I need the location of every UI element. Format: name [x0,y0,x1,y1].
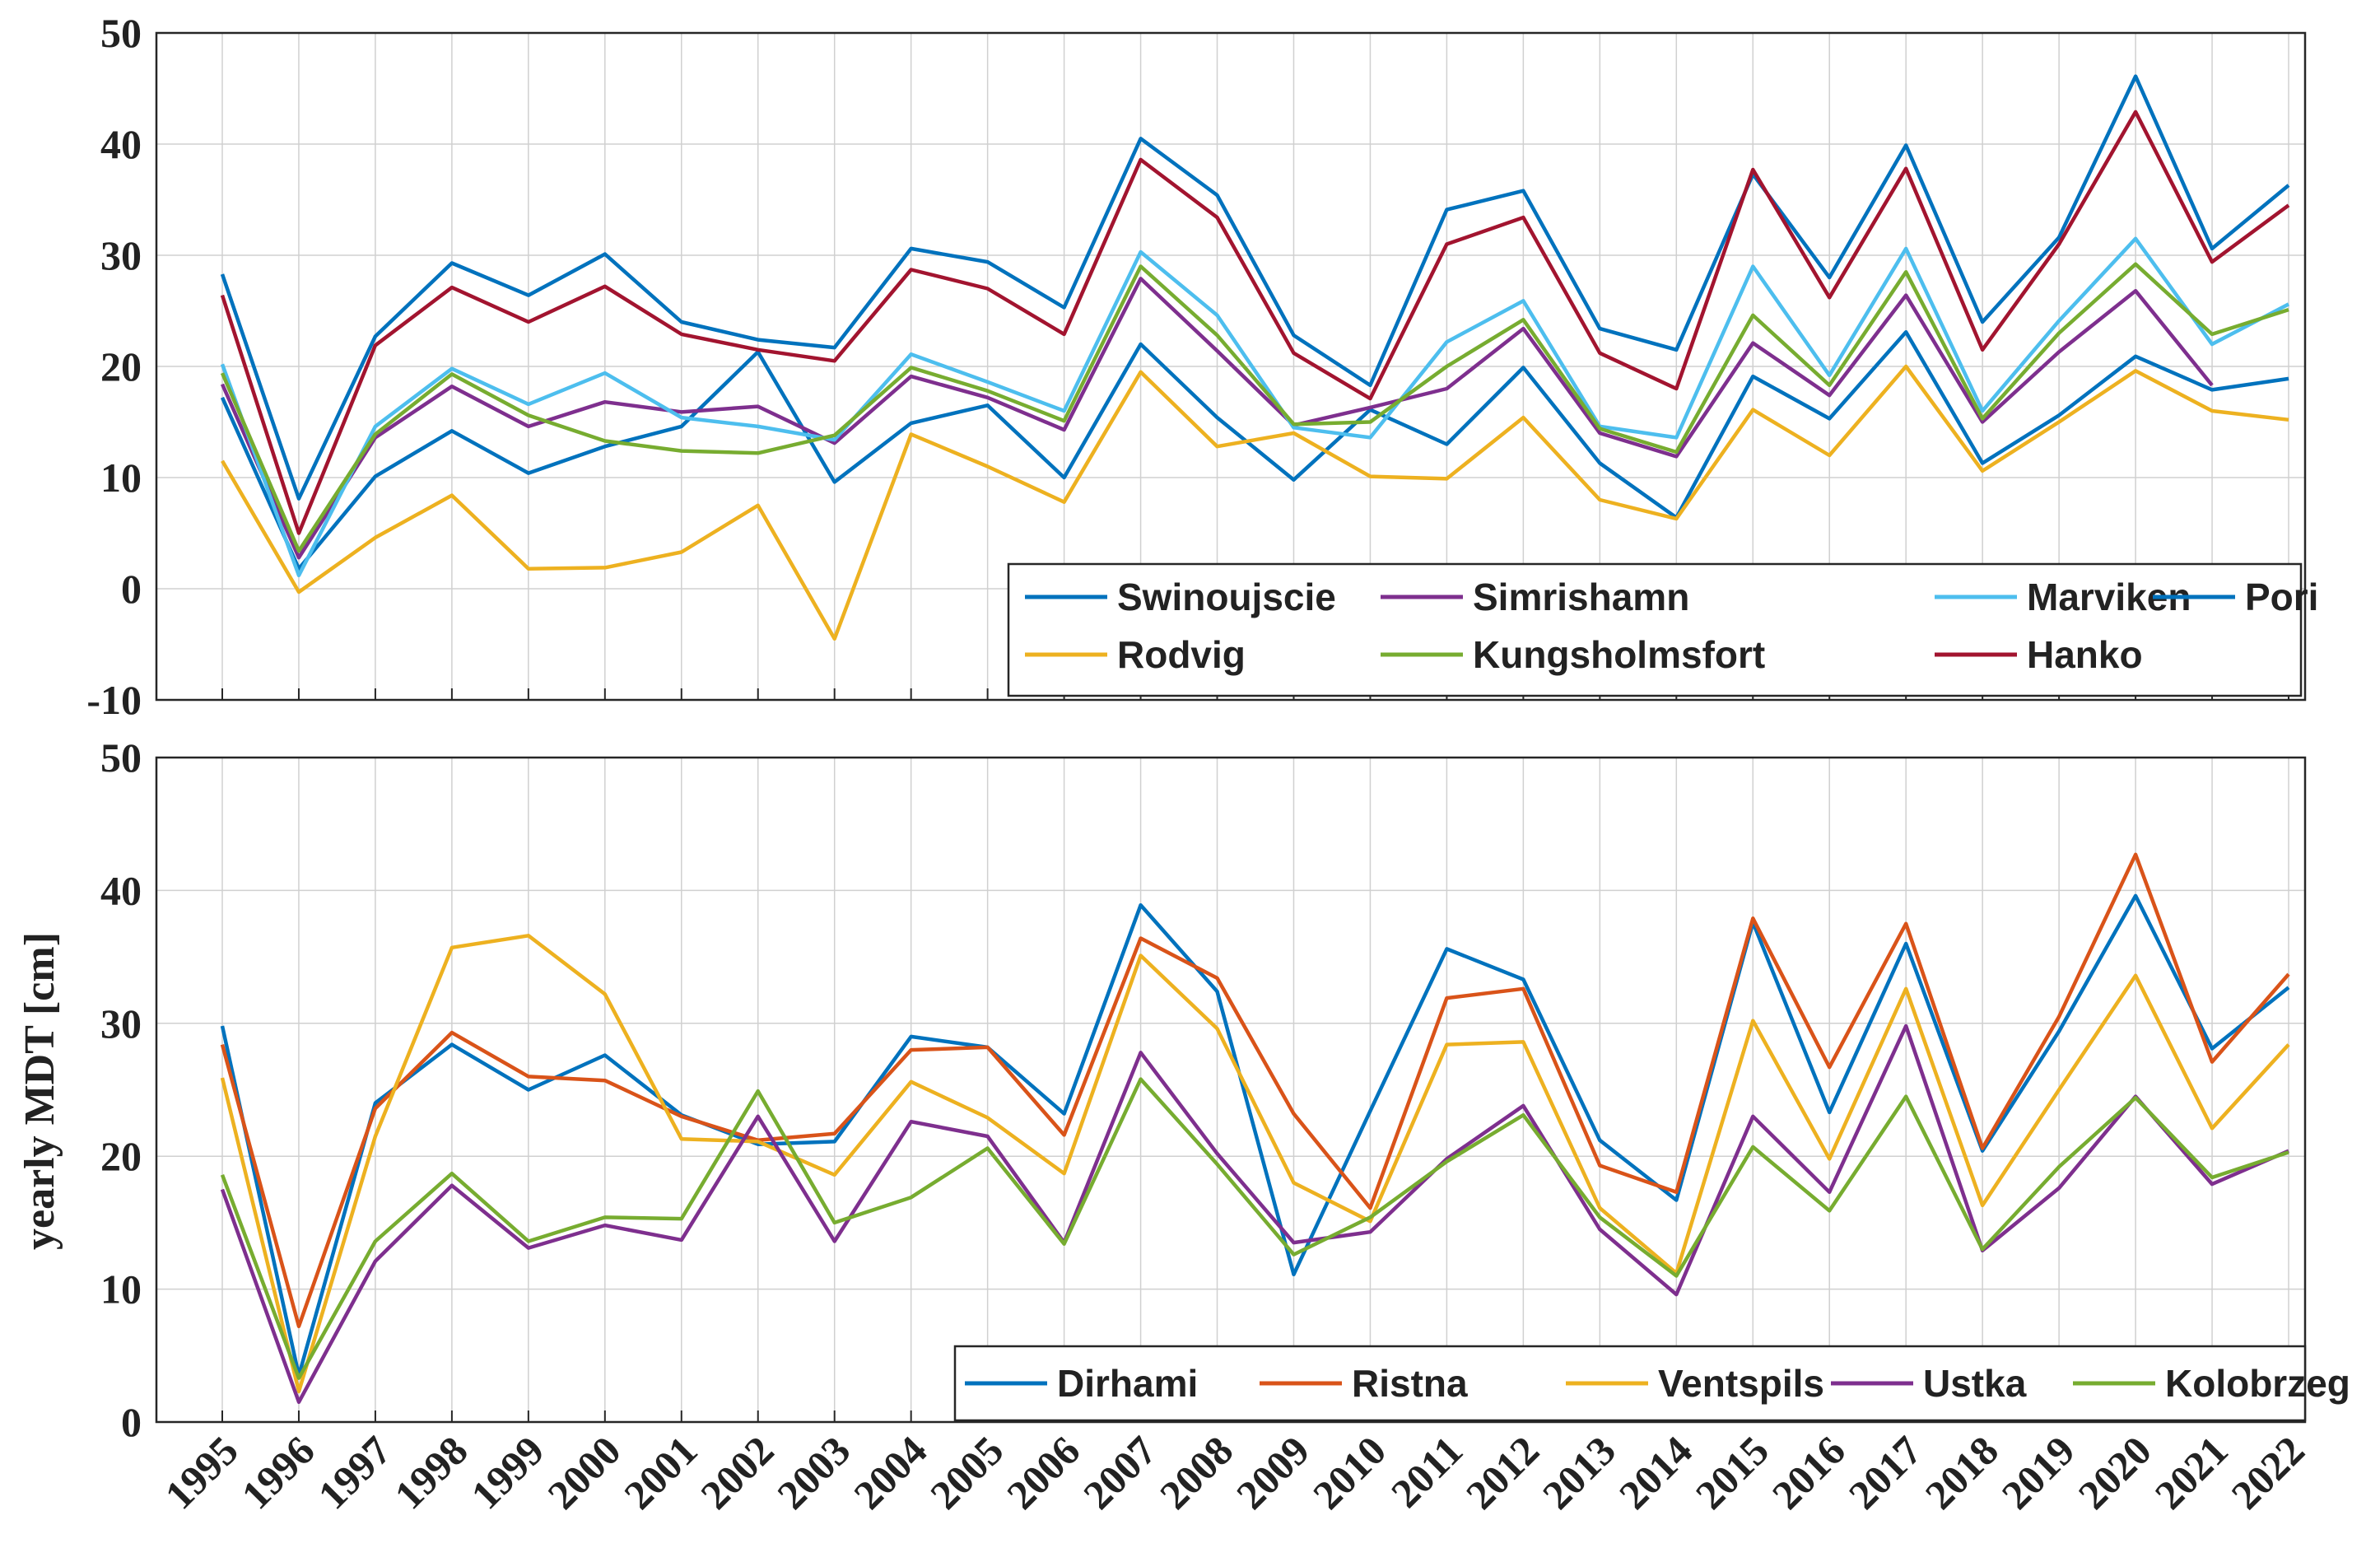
xtick-label-2019: 2019 [1993,1427,2084,1518]
shared-x-axis: 1995199619971998199920002001200220032004… [156,1427,2312,1518]
xtick-label-2002: 2002 [692,1427,782,1518]
xtick-label-2006: 2006 [998,1427,1088,1518]
xtick-label-2017: 2017 [1840,1427,1931,1518]
ytick-label-40: 40 [100,121,142,167]
ytick-label-30: 30 [100,232,142,278]
series-line-ventspils [220,934,2290,1394]
legend-box [1007,562,2303,697]
ytick-label-40: 40 [100,867,142,913]
ytick-label-10: 10 [100,1266,142,1313]
ytick-label-30: 30 [100,1000,142,1047]
xtick-label-1995: 1995 [156,1427,246,1518]
xtick-label-2018: 2018 [1917,1427,2007,1518]
xtick-label-2008: 2008 [1151,1427,1241,1518]
legend-label-ventspils: Ventspils [1658,1362,1824,1405]
ytick-label--10: -10 [86,677,142,723]
series-line-marviken [220,236,2290,578]
xtick-label-1999: 1999 [462,1427,552,1518]
legend-label-hanko: Hanko [2027,633,2143,676]
series-line-hanko [220,110,2290,535]
xtick-label-2012: 2012 [1457,1427,1548,1518]
xtick-label-2005: 2005 [921,1427,1012,1518]
legend-label-pori: Pori [2245,576,2318,618]
legend-label-dirhami: Dirhami [1057,1362,1198,1405]
legend-label-rodvig: Rodvig [1117,633,1246,676]
xtick-label-2001: 2001 [615,1427,706,1518]
series-line-ristna [220,852,2290,1329]
legend: Dirhami Ristna Ventspils Ustka Kolobrzeg [953,1345,2350,1422]
ytick-label-20: 20 [100,343,142,389]
xtick-label-2010: 2010 [1304,1427,1395,1518]
xtick-label-1998: 1998 [385,1427,476,1518]
xtick-label-2011: 2011 [1382,1427,1471,1516]
legend-label-ristna: Ristna [1352,1362,1468,1405]
ytick-label-50: 50 [100,734,142,781]
xtick-label-1997: 1997 [309,1427,399,1518]
series-line-ustka [220,1023,2289,1405]
xtick-label-2009: 2009 [1227,1427,1318,1518]
series-line-kungsholmsfort [220,262,2289,553]
ytick-label-10: 10 [100,455,142,501]
series-line-kolobrzeg [220,1077,2289,1380]
series-line-swinoujscie [220,329,2289,571]
ytick-label-0: 0 [121,566,142,612]
xtick-label-2000: 2000 [538,1427,629,1518]
bottom-panel: 0 10 20 30 40 50 Dirhami Ristna Ventspils Ustka Ko… [100,734,2350,1445]
xtick-label-2004: 2004 [845,1427,935,1518]
series-line-dirhami [220,893,2290,1378]
ytick-label-50: 50 [100,10,142,56]
legend-label-simrishamn: Simrishamn [1473,576,1689,618]
ytick-label-20: 20 [100,1133,142,1179]
series-line-rodvig [221,364,2289,641]
legend-label-swinoujscie: Swinoujscie [1117,576,1336,618]
xtick-label-2021: 2021 [2146,1427,2237,1518]
legend-label-kungsholmsfort: Kungsholmsfort [1473,633,1765,676]
xtick-label-2003: 2003 [768,1427,859,1518]
xtick-label-2015: 2015 [1687,1427,1777,1518]
axes-frame [155,756,2307,1424]
y-axis-label: yearly MDT [cm] [16,932,63,1250]
axes-frame [155,31,2307,702]
xtick-label-2022: 2022 [2222,1427,2312,1518]
xtick-label-2013: 2013 [1534,1427,1624,1518]
series-line-pori [220,74,2290,501]
legend-label-ustka: Ustka [1923,1362,2027,1405]
series-line-simrishamn [220,277,2214,560]
xtick-label-2014: 2014 [1610,1427,1701,1518]
xtick-label-2020: 2020 [2070,1427,2160,1518]
legend-label-kolobrzeg: Kolobrzeg [2165,1362,2350,1405]
xtick-label-2007: 2007 [1074,1427,1165,1518]
gridlines [156,757,2305,1423]
xtick-label-1996: 1996 [232,1427,323,1518]
xtick-label-2016: 2016 [1763,1427,1854,1518]
ytick-label-0: 0 [121,1399,142,1445]
